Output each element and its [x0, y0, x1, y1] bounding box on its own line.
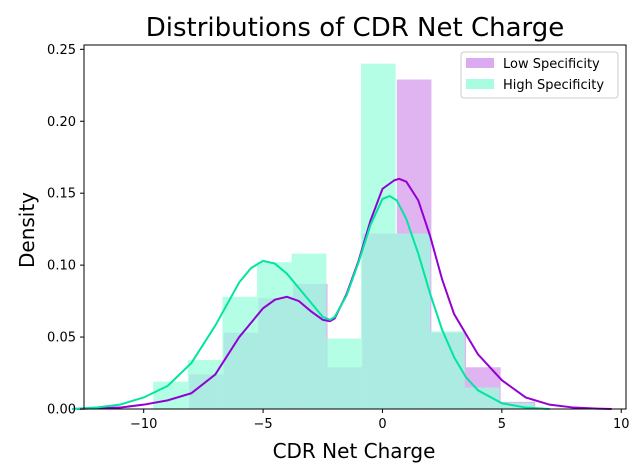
y-tick-label: 0.10	[47, 259, 76, 274]
legend-label: Low Specificity	[503, 57, 600, 72]
histogram-bar	[222, 296, 258, 409]
y-tick-label: 0.15	[47, 187, 76, 202]
histogram-bar	[464, 387, 500, 409]
axes-frame	[83, 44, 627, 410]
y-tick-label: 0.00	[47, 403, 76, 418]
y-tick-label: 0.20	[47, 115, 76, 130]
y-axis-label: Density	[15, 192, 39, 268]
y-tick-label: 0.05	[47, 331, 76, 346]
x-tick-label: −10	[130, 417, 157, 432]
x-tick-label: −5	[253, 417, 272, 432]
histogram-bar	[187, 360, 223, 409]
x-tick-label: 0	[378, 417, 386, 432]
chart-title: Distributions of CDR Net Charge	[146, 13, 565, 43]
y-tick-label: 0.25	[47, 43, 76, 58]
x-axis-label: CDR Net Charge	[273, 439, 436, 463]
axes: −10 −5 0 5 10 0.00 0.05 0.10 0.15 0.20 0.25	[47, 43, 629, 432]
legend-swatch	[466, 58, 494, 68]
legend-label: High Specificity	[503, 78, 604, 93]
histogram-bar	[395, 233, 431, 409]
histogram-bar	[326, 338, 361, 409]
x-tick-label: 5	[498, 417, 506, 432]
kde-line-high-specificity	[71, 194, 550, 410]
legend: Low Specificity High Specificity	[460, 51, 619, 99]
histogram-bar	[257, 262, 292, 409]
plot-area	[71, 63, 612, 410]
legend-box	[460, 51, 619, 99]
histogram-bar	[291, 253, 327, 409]
x-tick-label: 10	[613, 417, 630, 432]
legend-swatch	[466, 79, 494, 89]
histogram-high-specificity	[153, 63, 535, 410]
